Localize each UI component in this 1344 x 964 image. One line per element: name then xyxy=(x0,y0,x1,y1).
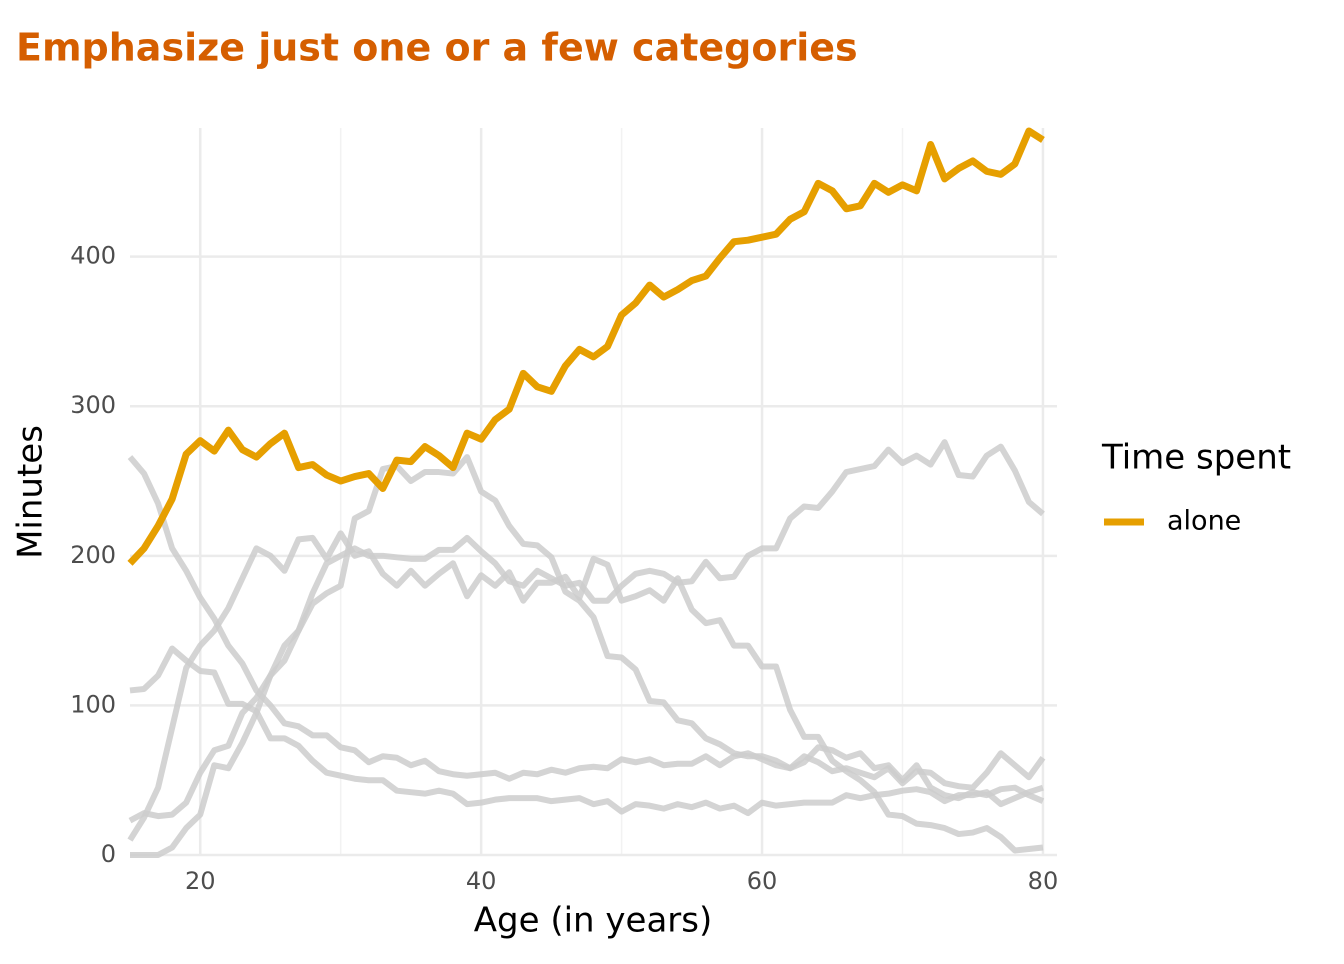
y-tick-label: 300 xyxy=(70,391,116,419)
context-line xyxy=(130,454,1045,858)
x-tick-label: 40 xyxy=(466,867,497,895)
context-line xyxy=(127,455,1046,791)
y-axis-label: Minutes xyxy=(11,425,51,559)
y-tick-label: 400 xyxy=(70,242,116,270)
chart-title: Emphasize just one or a few categories xyxy=(16,26,858,70)
context-line xyxy=(129,645,1044,817)
legend-label: alone xyxy=(1167,506,1241,537)
x-axis-label: Age (in years) xyxy=(474,901,712,941)
legend-title: Time spent xyxy=(1101,438,1291,478)
y-tick-label: 0 xyxy=(101,840,116,868)
x-tick-label: 60 xyxy=(747,867,778,895)
x-tick-label: 20 xyxy=(185,867,216,895)
context-line xyxy=(127,530,1044,854)
context-line xyxy=(128,439,1045,824)
highlight-line xyxy=(127,127,1045,566)
y-tick-label: 200 xyxy=(70,541,116,569)
x-tick-label: 80 xyxy=(1028,867,1059,895)
y-tick-label: 100 xyxy=(70,690,116,718)
